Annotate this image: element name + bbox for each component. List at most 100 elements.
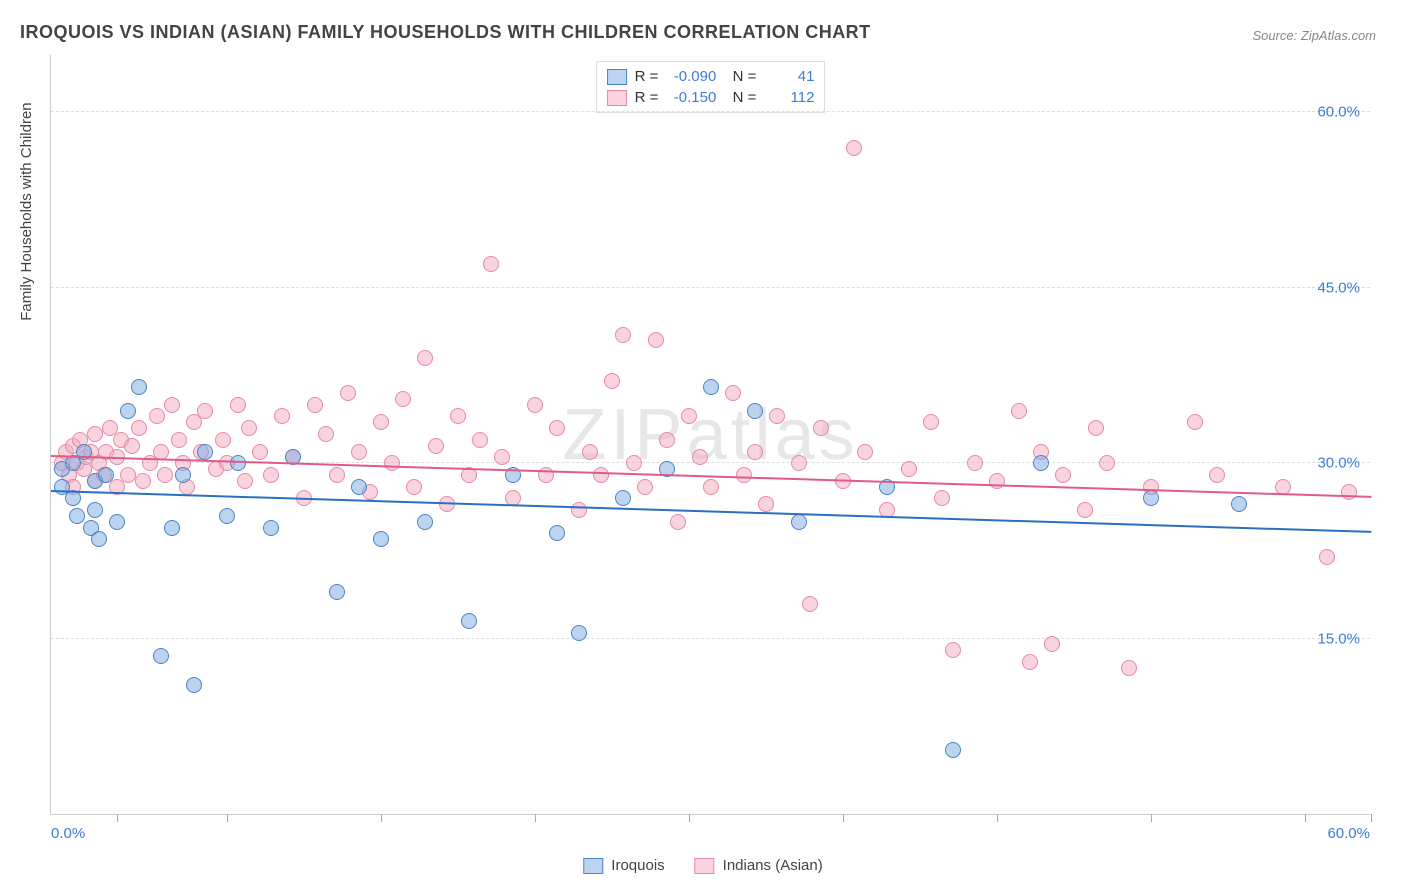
data-point [1341, 484, 1357, 500]
data-point [769, 408, 785, 424]
data-point [406, 479, 422, 495]
data-point [395, 391, 411, 407]
data-point [747, 444, 763, 460]
data-point [747, 403, 763, 419]
data-point [615, 490, 631, 506]
trend-line [51, 490, 1371, 533]
data-point [1077, 502, 1093, 518]
data-point [571, 502, 587, 518]
x-tick [117, 814, 118, 822]
data-point [230, 397, 246, 413]
data-point [648, 332, 664, 348]
data-point [417, 350, 433, 366]
data-point [934, 490, 950, 506]
data-point [472, 432, 488, 448]
data-point [135, 473, 151, 489]
data-point [945, 742, 961, 758]
n-label: N = [724, 68, 756, 85]
data-point [450, 408, 466, 424]
data-point [120, 403, 136, 419]
data-point [215, 432, 231, 448]
y-axis-label: Family Households with Children [18, 102, 35, 320]
data-point [923, 414, 939, 430]
x-axis-max-label: 60.0% [1327, 825, 1370, 842]
x-tick [381, 814, 382, 822]
data-point [373, 531, 389, 547]
data-point [1088, 420, 1104, 436]
data-point [967, 455, 983, 471]
data-point [87, 502, 103, 518]
data-point [615, 327, 631, 343]
data-point [1011, 403, 1027, 419]
data-point [571, 625, 587, 641]
legend-item: Iroquois [583, 857, 664, 874]
data-point [131, 379, 147, 395]
data-point [604, 373, 620, 389]
data-point [318, 426, 334, 442]
data-point [153, 648, 169, 664]
data-point [1187, 414, 1203, 430]
x-tick [689, 814, 690, 822]
data-point [124, 438, 140, 454]
r-value: -0.150 [666, 89, 716, 106]
legend-label: Indians (Asian) [723, 857, 823, 874]
data-point [549, 420, 565, 436]
data-point [384, 455, 400, 471]
data-point [494, 449, 510, 465]
data-point [87, 426, 103, 442]
data-point [1319, 549, 1335, 565]
data-point [1143, 490, 1159, 506]
n-label: N = [724, 89, 756, 106]
y-tick-label: 15.0% [1317, 630, 1360, 647]
data-point [945, 642, 961, 658]
data-point [351, 479, 367, 495]
data-point [1121, 660, 1137, 676]
swatch-icon [607, 69, 627, 85]
data-point [219, 508, 235, 524]
x-tick [997, 814, 998, 822]
data-point [461, 613, 477, 629]
data-point [69, 508, 85, 524]
x-tick [1371, 814, 1372, 822]
data-point [91, 531, 107, 547]
data-point [1044, 636, 1060, 652]
data-point [593, 467, 609, 483]
x-tick [227, 814, 228, 822]
r-label: R = [635, 68, 659, 85]
data-point [703, 379, 719, 395]
gridline [51, 111, 1370, 112]
data-point [758, 496, 774, 512]
n-value: 112 [764, 89, 814, 106]
data-point [626, 455, 642, 471]
swatch-icon [607, 90, 627, 106]
legend-label: Iroquois [611, 857, 664, 874]
x-axis-min-label: 0.0% [51, 825, 85, 842]
data-point [197, 403, 213, 419]
data-point [802, 596, 818, 612]
data-point [164, 397, 180, 413]
data-point [329, 584, 345, 600]
data-point [109, 514, 125, 530]
data-point [197, 444, 213, 460]
data-point [428, 438, 444, 454]
data-point [1099, 455, 1115, 471]
data-point [237, 473, 253, 489]
data-point [274, 408, 290, 424]
data-point [791, 455, 807, 471]
data-point [670, 514, 686, 530]
data-point [846, 140, 862, 156]
data-point [263, 520, 279, 536]
data-point [549, 525, 565, 541]
data-point [329, 467, 345, 483]
data-point [527, 397, 543, 413]
data-point [230, 455, 246, 471]
r-label: R = [635, 89, 659, 106]
swatch-icon [583, 858, 603, 874]
x-tick [1305, 814, 1306, 822]
data-point [120, 467, 136, 483]
gridline [51, 638, 1370, 639]
data-point [813, 420, 829, 436]
data-point [1209, 467, 1225, 483]
y-tick-label: 60.0% [1317, 104, 1360, 121]
data-point [131, 420, 147, 436]
